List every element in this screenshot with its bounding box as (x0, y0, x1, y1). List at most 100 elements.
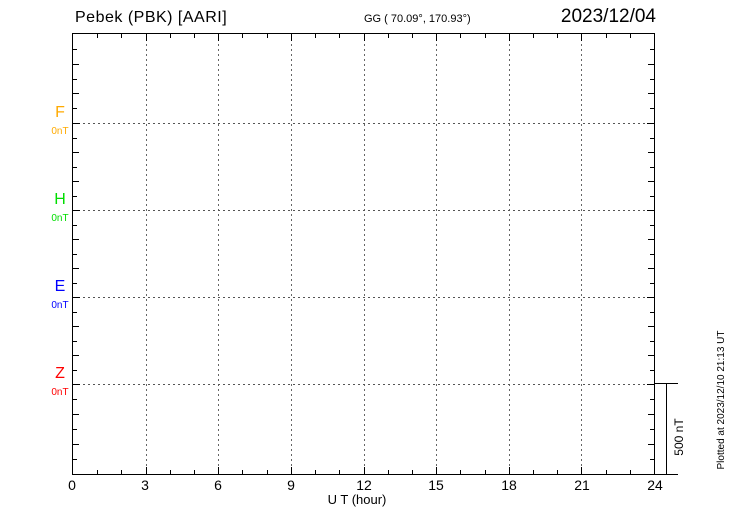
y-tick (73, 254, 77, 255)
y-tick (73, 341, 77, 342)
x-axis-title: U T (hour) (327, 492, 387, 507)
x-tick-label: 6 (214, 477, 222, 493)
vertical-gridline (509, 34, 510, 474)
vertical-gridline (581, 34, 582, 474)
x-tick (315, 34, 316, 38)
y-tick (73, 355, 79, 356)
x-tick (412, 34, 413, 38)
y-tick-baseline (73, 384, 80, 385)
vertical-gridline (291, 34, 292, 474)
y-tick-baseline (647, 384, 654, 385)
y-tick (73, 444, 79, 445)
x-tick (388, 470, 389, 474)
y-tick (73, 370, 77, 371)
station-title: Pebek (PBK) [AARI] (75, 9, 228, 26)
y-tick (648, 326, 654, 327)
y-tick (73, 49, 77, 50)
x-tick (121, 34, 122, 38)
y-tick (73, 326, 79, 327)
x-tick (606, 34, 607, 38)
plotted-at-note: Plotted at 2023/12/10 21:13 UT (716, 330, 727, 470)
x-tick (581, 34, 582, 41)
y-tick (73, 138, 77, 139)
y-tick-baseline (73, 297, 80, 298)
x-tick (533, 470, 534, 474)
y-tick-baseline (647, 210, 654, 211)
x-tick (242, 34, 243, 38)
baseline-gridline (73, 210, 654, 211)
plot-date: 2023/12/04 (560, 6, 656, 27)
component-baseline-value-h: 0nT (51, 213, 69, 224)
component-baseline-value-e: 0nT (51, 300, 69, 311)
x-tick (267, 470, 268, 474)
y-tick (650, 429, 654, 430)
y-tick (648, 444, 654, 445)
x-tick-label: 21 (574, 477, 590, 493)
y-tick (648, 152, 654, 153)
x-tick (97, 34, 98, 38)
y-tick (650, 254, 654, 255)
x-tick (460, 470, 461, 474)
x-tick (581, 467, 582, 474)
x-tick (267, 34, 268, 38)
y-tick (650, 79, 654, 80)
x-tick (412, 470, 413, 474)
x-tick (364, 467, 365, 474)
x-tick-label: 3 (141, 477, 149, 493)
y-tick (650, 312, 654, 313)
y-tick (73, 414, 79, 415)
y-tick (648, 93, 654, 94)
y-tick (648, 268, 654, 269)
x-tick (509, 34, 510, 41)
y-tick (73, 79, 77, 80)
component-label-f: F (55, 104, 65, 121)
x-tick-label: 24 (647, 477, 663, 493)
y-tick (650, 459, 654, 460)
y-tick (650, 108, 654, 109)
x-tick (242, 470, 243, 474)
x-tick (485, 470, 486, 474)
y-tick (648, 355, 654, 356)
component-label-e: E (54, 278, 66, 295)
x-tick-label: 0 (68, 477, 76, 493)
x-tick (194, 470, 195, 474)
y-tick (650, 225, 654, 226)
y-tick-baseline (73, 123, 80, 124)
y-tick (73, 108, 77, 109)
component-label-h: H (54, 191, 66, 208)
baseline-gridline (73, 123, 654, 124)
x-tick (485, 34, 486, 38)
x-tick (364, 34, 365, 41)
x-tick (339, 470, 340, 474)
y-tick (73, 181, 79, 182)
x-tick (97, 470, 98, 474)
x-tick (436, 467, 437, 474)
baseline-gridline (73, 384, 654, 385)
y-tick (650, 138, 654, 139)
y-tick (650, 167, 654, 168)
vertical-gridline (218, 34, 219, 474)
component-baseline-value-f: 0nT (51, 126, 69, 137)
y-tick (650, 370, 654, 371)
vertical-gridline (146, 34, 147, 474)
x-tick (291, 467, 292, 474)
x-tick-label: 12 (356, 477, 372, 493)
x-tick (170, 34, 171, 38)
x-tick (315, 470, 316, 474)
x-tick (436, 34, 437, 41)
x-tick-label: 15 (428, 477, 444, 493)
x-tick (121, 470, 122, 474)
y-tick (650, 399, 654, 400)
x-tick (533, 34, 534, 38)
x-tick (557, 470, 558, 474)
x-tick (291, 34, 292, 41)
y-tick (73, 167, 77, 168)
y-tick (73, 283, 77, 284)
y-tick (73, 268, 79, 269)
y-tick-baseline (73, 210, 80, 211)
y-tick (650, 283, 654, 284)
y-tick (73, 196, 77, 197)
vertical-gridline (364, 34, 365, 474)
geographic-coordinates: GG ( 70.09°, 170.93°) (364, 13, 471, 25)
